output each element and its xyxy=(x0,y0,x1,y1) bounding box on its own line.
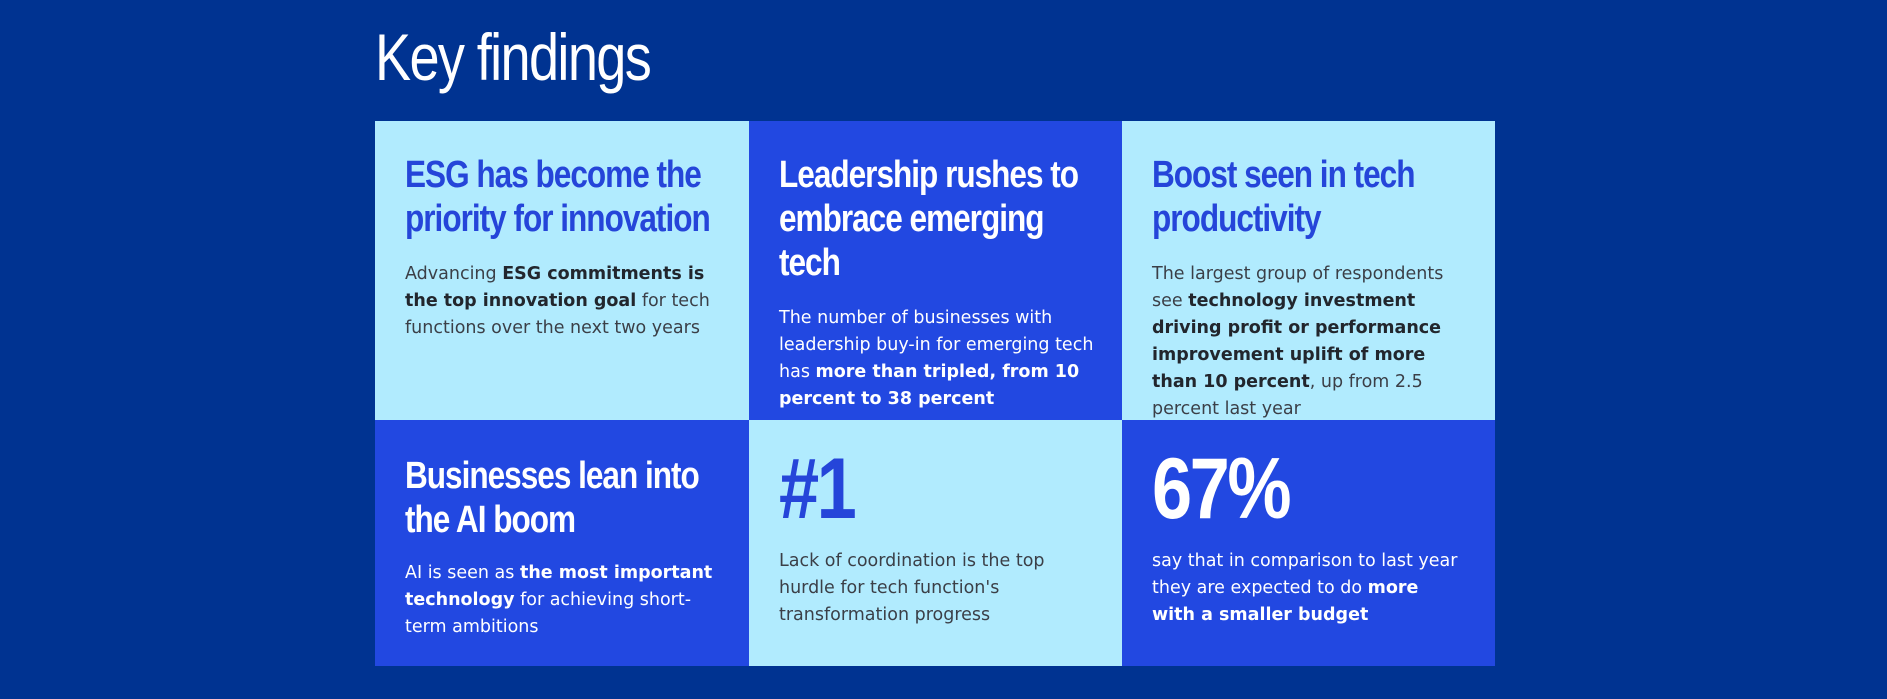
finding-card-esg: ESG has become the priority for innovati… xyxy=(375,121,749,420)
card-text-start: Lack of coordination is the top hurdle f… xyxy=(779,551,1045,625)
card-heading: Leadership rushes to embrace emerging te… xyxy=(779,154,1079,284)
card-text-highlight: more than tripled, from 10 percent to 38… xyxy=(779,362,1080,409)
card-text: say that in comparison to last year they… xyxy=(1152,548,1467,629)
stat-number: #1 xyxy=(779,441,857,537)
findings-grid: ESG has become the priority for innovati… xyxy=(375,121,1495,666)
card-text-highlight: the most important technology xyxy=(405,563,713,610)
card-text: The largest group of respondents see tec… xyxy=(1152,261,1467,420)
finding-card-ai: Businesses lean into the AI boom AI is s… xyxy=(375,420,749,666)
stat-percentage: 67% xyxy=(1152,441,1292,537)
finding-card-productivity: Boost seen in tech productivity The larg… xyxy=(1122,121,1495,420)
card-text-start: Advancing xyxy=(405,264,503,284)
card-text-start: AI is seen as xyxy=(405,563,520,583)
card-heading: ESG has become the priority for innovati… xyxy=(405,154,711,240)
card-text: Advancing ESG commitments is the top inn… xyxy=(405,261,721,342)
card-heading: Businesses lean into the AI boom xyxy=(405,455,700,541)
card-text-end: for achieving short-term ambitions xyxy=(405,590,692,637)
card-text-end: for tech functions over the next two yea… xyxy=(405,291,710,338)
page-title: Key findings xyxy=(375,20,652,94)
finding-card-budget: 67% say that in comparison to last year … xyxy=(1122,420,1495,666)
card-text-highlight: more with a smaller budget xyxy=(1152,578,1419,625)
finding-card-coordination: #1 Lack of coordination is the top hurdl… xyxy=(749,420,1122,666)
card-text: AI is seen as the most important technol… xyxy=(405,560,721,641)
card-text-start: The largest group of respondents see xyxy=(1152,264,1444,311)
finding-card-leadership: Leadership rushes to embrace emerging te… xyxy=(749,121,1122,420)
card-text: The number of businesses with leadership… xyxy=(779,305,1094,413)
card-text-highlight: ESG commitments is the top innovation go… xyxy=(405,264,705,311)
card-text-end: , up from 2.5 percent last year xyxy=(1152,372,1423,419)
card-text: Lack of coordination is the top hurdle f… xyxy=(779,548,1094,629)
card-text-highlight: technology investment driving profit or … xyxy=(1152,291,1442,392)
card-text-start: say that in comparison to last year they… xyxy=(1152,551,1458,598)
card-heading: Boost seen in tech productivity xyxy=(1152,154,1415,240)
card-text-start: The number of businesses with leadership… xyxy=(779,308,1094,382)
